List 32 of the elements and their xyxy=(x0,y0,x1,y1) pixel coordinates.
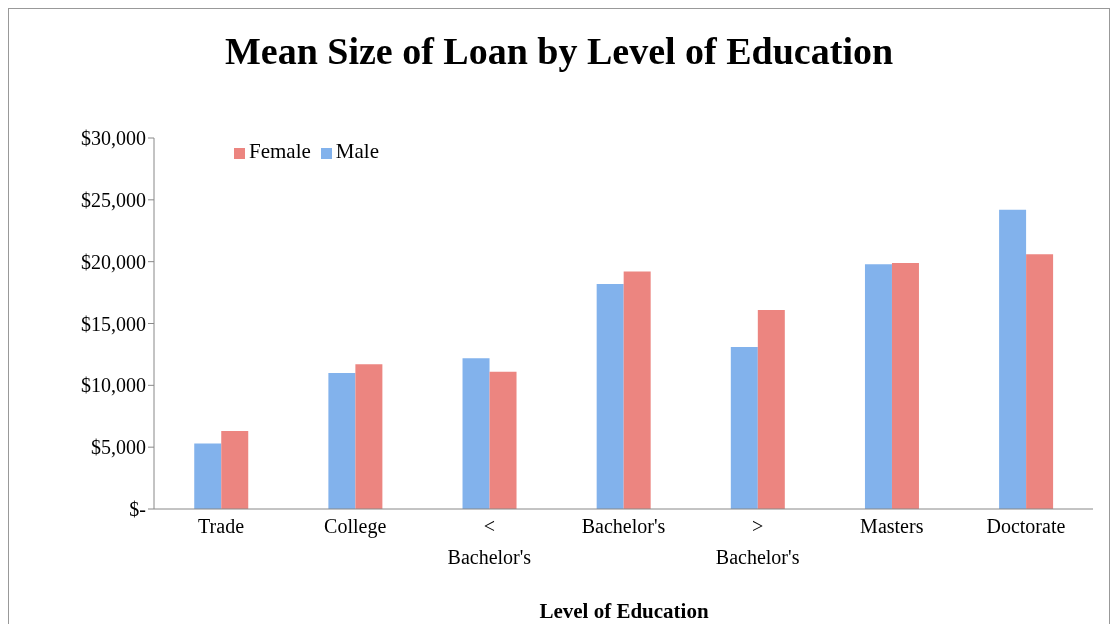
x-tick-label: Masters xyxy=(860,515,924,537)
bar xyxy=(221,431,249,509)
bar xyxy=(194,443,222,509)
x-axis-title: Level of Education xyxy=(538,599,710,624)
x-tick-label: Doctorate xyxy=(986,515,1066,537)
y-tick-label: $- xyxy=(129,498,146,521)
y-tick-label: $25,000 xyxy=(81,188,146,211)
y-tick-label: $5,000 xyxy=(91,436,146,459)
bar xyxy=(462,358,490,509)
bar xyxy=(596,283,624,509)
bar xyxy=(355,364,383,509)
bar xyxy=(999,209,1027,509)
x-tick-label: Bachelor's xyxy=(581,515,666,537)
bar xyxy=(891,262,919,509)
legend-label: Male xyxy=(335,139,379,163)
y-tick-label: $20,000 xyxy=(81,250,146,273)
bar xyxy=(1026,254,1054,509)
y-tick-label: $15,000 xyxy=(81,312,146,335)
bar xyxy=(864,264,892,509)
bar xyxy=(489,371,517,509)
bar xyxy=(328,372,356,509)
bar xyxy=(623,271,651,509)
x-tick-label: < Bachelor's xyxy=(447,515,532,568)
x-tick-label: Trade xyxy=(198,515,245,537)
legend-label: Female xyxy=(249,139,311,163)
y-tick-label: $30,000 xyxy=(81,127,146,150)
y-tick-label: $10,000 xyxy=(81,374,146,397)
bar xyxy=(757,309,785,509)
x-tick-label: College xyxy=(324,515,387,538)
x-tick-label: > Bachelor's xyxy=(715,515,800,568)
chart-title: Mean Size of Loan by Level of Education xyxy=(223,29,895,73)
bar xyxy=(730,347,758,509)
